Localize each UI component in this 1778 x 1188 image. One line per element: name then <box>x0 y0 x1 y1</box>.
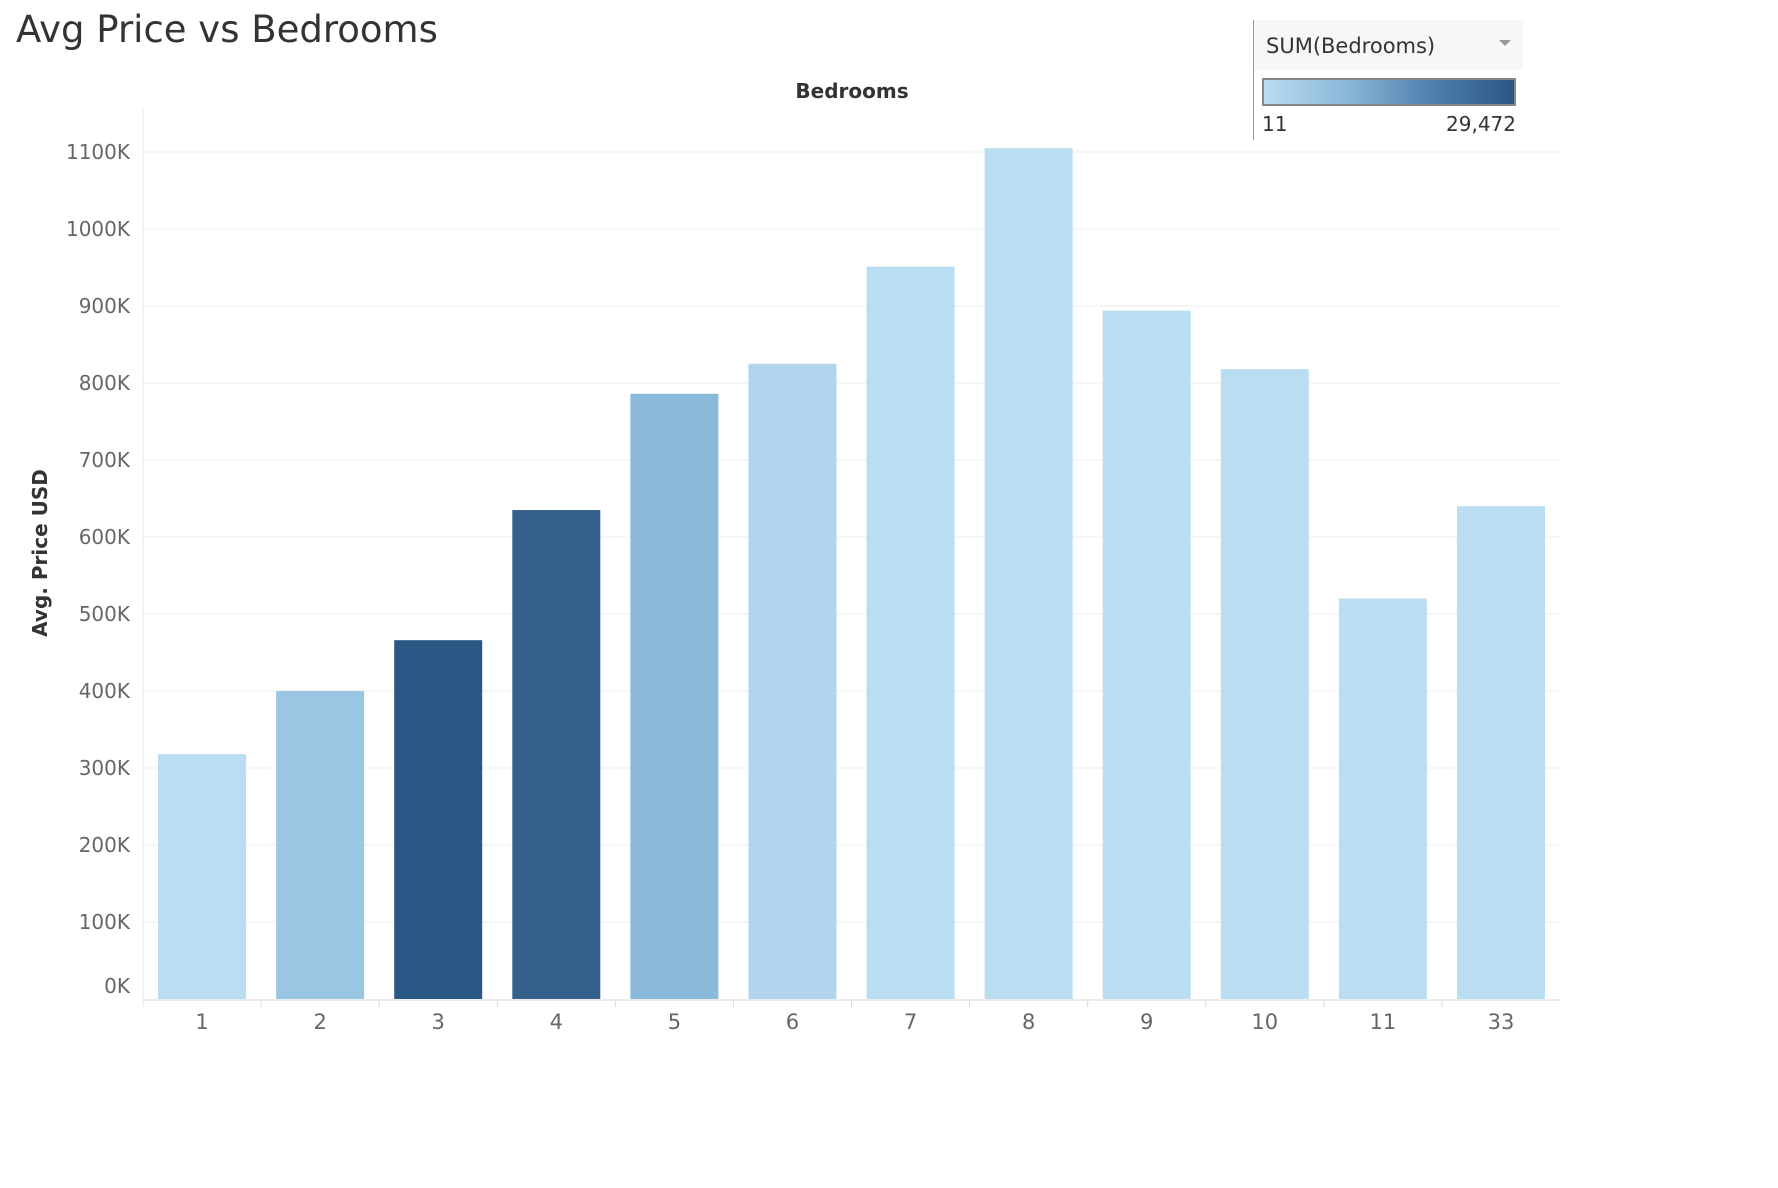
bar[interactable] <box>748 363 837 999</box>
chart-title: Avg Price vs Bedrooms <box>16 8 438 51</box>
x-axis-title: Bedrooms <box>795 79 908 103</box>
bar[interactable] <box>276 691 365 999</box>
x-tick-label: 7 <box>904 1010 917 1034</box>
bar[interactable] <box>1102 310 1191 999</box>
legend-header[interactable]: SUM(Bedrooms) <box>1254 20 1523 70</box>
legend-field-name: SUM(Bedrooms) <box>1266 34 1436 58</box>
x-tick-label: 8 <box>1022 1010 1035 1034</box>
y-tick-label: 800K <box>79 371 131 395</box>
x-tick-label: 6 <box>786 1010 799 1034</box>
y-tick-label: 1000K <box>66 217 131 241</box>
y-tick-label: 300K <box>79 756 131 780</box>
y-tick-label: 900K <box>79 294 131 318</box>
x-tick-label: 3 <box>432 1010 445 1034</box>
y-tick-label: 700K <box>79 448 131 472</box>
legend-min-label: 11 <box>1262 112 1288 136</box>
bar[interactable] <box>512 510 601 999</box>
color-legend[interactable]: SUM(Bedrooms) 11 29,472 <box>1253 20 1523 140</box>
bar[interactable] <box>866 266 955 1000</box>
y-tick-label: 1100K <box>66 140 131 164</box>
x-tick-label: 5 <box>668 1010 681 1034</box>
legend-color-ramp <box>1262 78 1516 106</box>
x-axis-ticks: 1 2 3 4 5 6 7 8 9 10 11 33 <box>195 1000 1514 1034</box>
y-tick-label: 0K <box>104 974 131 998</box>
bar[interactable] <box>1338 598 1427 999</box>
bar[interactable] <box>158 754 247 999</box>
bars <box>158 148 1545 1000</box>
x-tick-label: 1 <box>195 1010 208 1034</box>
x-tick-label: 10 <box>1251 1010 1278 1034</box>
y-tick-label: 400K <box>79 679 131 703</box>
y-axis-title: Avg. Price USD <box>28 469 52 637</box>
y-tick-label: 200K <box>79 833 131 857</box>
chevron-down-icon[interactable] <box>1499 40 1511 46</box>
legend-max-label: 29,472 <box>1446 112 1516 136</box>
bar[interactable] <box>984 148 1073 999</box>
bar[interactable] <box>630 393 719 999</box>
bar[interactable] <box>394 640 483 999</box>
legend-divider <box>1253 20 1254 140</box>
bar[interactable] <box>1456 506 1545 999</box>
x-tick-label: 4 <box>550 1010 563 1034</box>
x-tick-label: 2 <box>313 1010 326 1034</box>
y-tick-label: 600K <box>79 525 131 549</box>
y-axis-ticks: 0K 100K 200K 300K 400K 500K 600K 700K 800K 900K 10… <box>66 140 131 998</box>
bar[interactable] <box>1220 369 1309 999</box>
x-tick-label: 11 <box>1370 1010 1397 1034</box>
x-tick-label: 9 <box>1140 1010 1153 1034</box>
gridlines <box>143 151 1560 923</box>
y-tick-label: 100K <box>79 910 131 934</box>
y-tick-label: 500K <box>79 602 131 626</box>
x-tick-label: 33 <box>1488 1010 1515 1034</box>
